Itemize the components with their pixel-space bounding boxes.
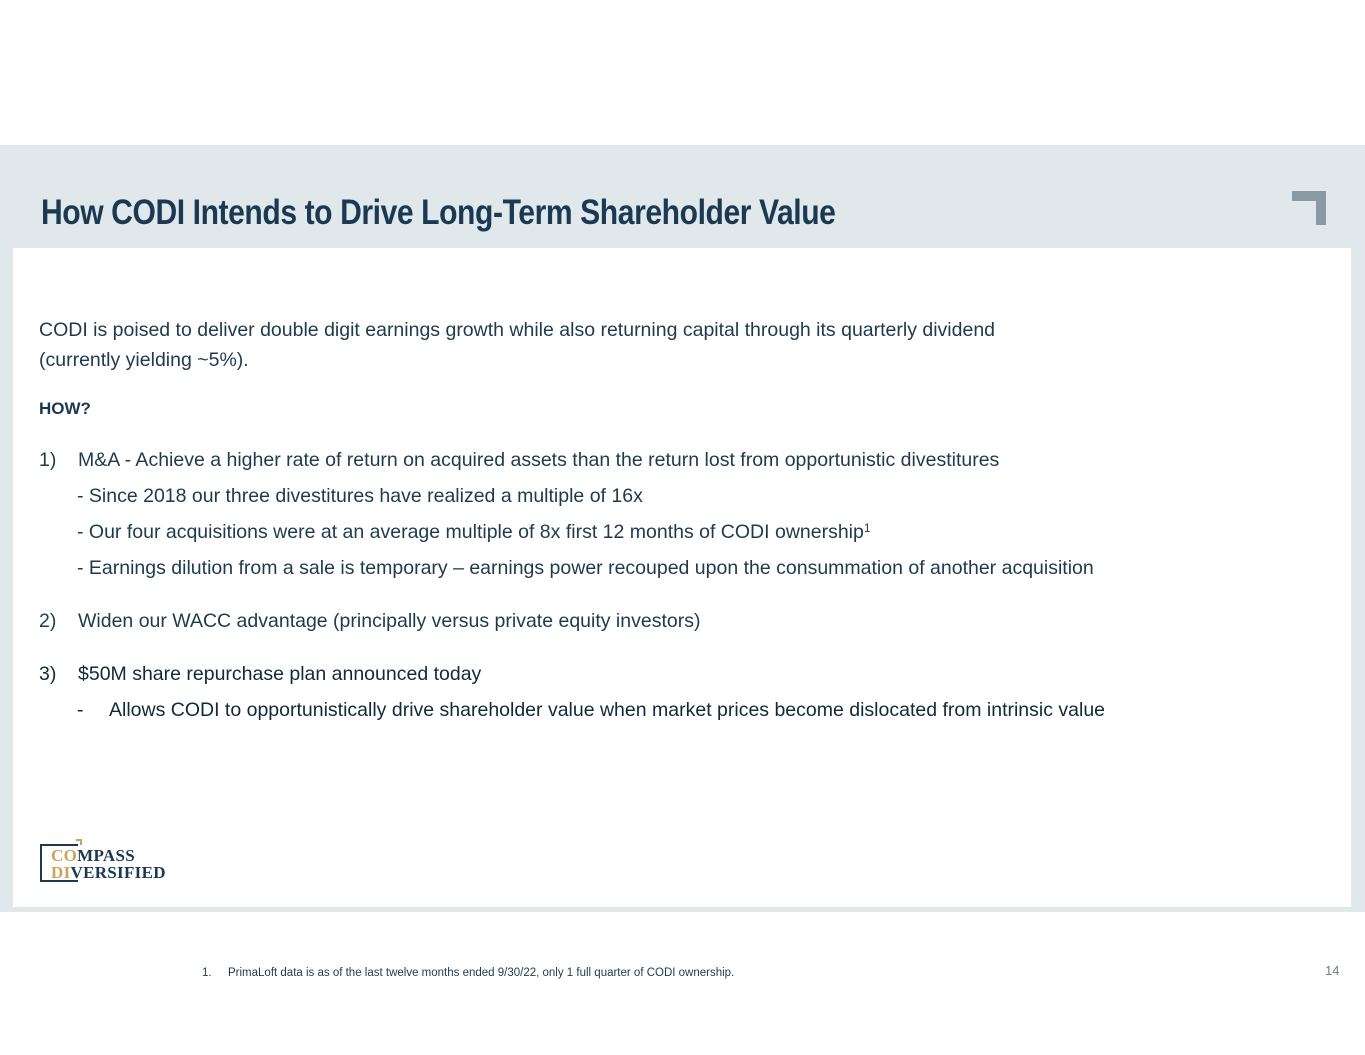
intro-line-1: CODI is poised to deliver double digit e… [39, 319, 996, 341]
footnote-number: 1. [202, 967, 212, 979]
slide-title: How CODI Intends to Drive Long-Term Shar… [41, 193, 836, 232]
corner-bracket-icon [1292, 191, 1326, 225]
item-1-sub-2-text: - Our four acquisitions were at an avera… [77, 521, 864, 543]
page-number: 14 [1325, 963, 1340, 978]
logo-bracket [40, 844, 78, 882]
item-2-number: 2) [39, 610, 57, 632]
item-2-text: Widen our WACC advantage (principally ve… [78, 610, 701, 632]
item-3-sub-text: Allows CODI to opportunistically drive s… [109, 699, 1106, 721]
how-label: HOW? [39, 399, 91, 418]
intro-line-2: (currently yielding ~5%). [39, 349, 249, 371]
compass-diversified-logo: COMPASS DIVERSIFIED [40, 838, 180, 883]
item-3-sub-dash: - [77, 699, 84, 721]
slide-frame: How CODI Intends to Drive Long-Term Shar… [0, 145, 1365, 979]
item-3-text: $50M share repurchase plan announced tod… [78, 663, 482, 685]
logo-tick [76, 839, 82, 845]
logo-line-2: DIVERSIFIED [51, 863, 166, 882]
item-1-sub-1-text: - Since 2018 our three divestitures have… [77, 485, 643, 507]
item-1-sub-2-wrap: - Our four acquisitions were at an avera… [77, 521, 871, 544]
item-1-text: M&A - Achieve a higher rate of return on… [78, 449, 1000, 471]
logo-line-1: COMPASS [51, 846, 135, 865]
item-3-number: 3) [39, 663, 57, 685]
item-1-sub-3-text: - Earnings dilution from a sale is tempo… [77, 557, 1094, 579]
footnote-ref: 1 [863, 521, 871, 535]
content-card: CODI is poised to deliver double digit e… [13, 248, 1351, 979]
item-1-number: 1) [39, 449, 57, 471]
footnote-text: PrimaLoft data is as of the last twelve … [228, 967, 735, 979]
footnote: 1. PrimaLoft data is as of the last twelv… [202, 967, 734, 979]
intro-paragraph: CODI is poised to deliver double digit e… [39, 315, 1189, 375]
